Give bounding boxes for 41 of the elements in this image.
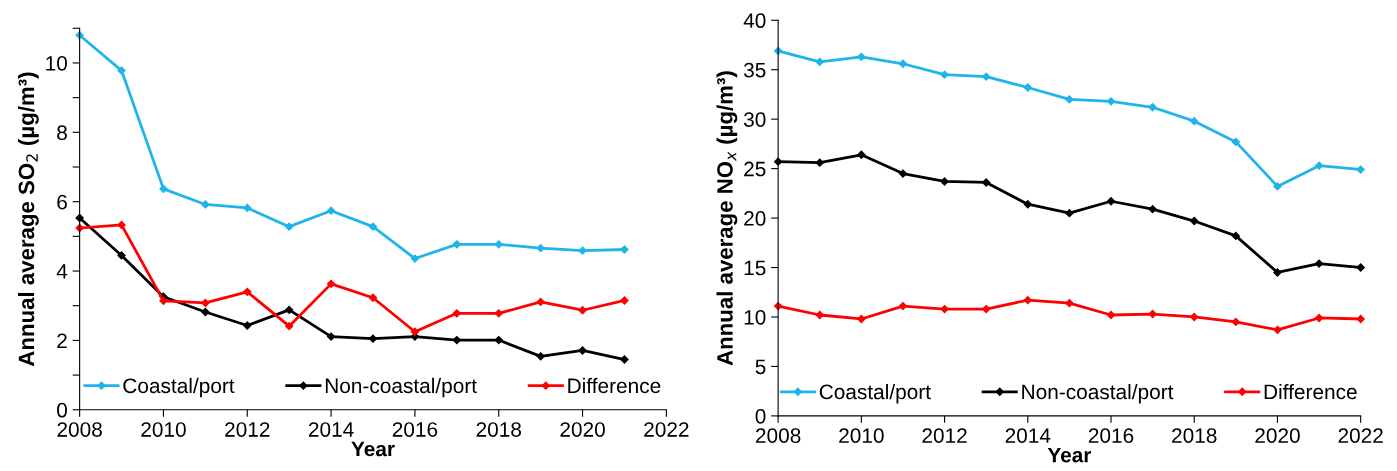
y-axis-title: Annual average SO$_{2}$ (µg/m³) xyxy=(17,72,39,367)
legend-label: Non-coastal/port xyxy=(325,377,477,398)
y-tick-label: 6 xyxy=(57,194,67,210)
x-tick-label: 2012 xyxy=(225,422,270,437)
x-tick-label: 2012 xyxy=(922,428,967,443)
x-tick-label: 2022 xyxy=(644,422,689,437)
x-axis-title: Year xyxy=(1047,447,1092,463)
y-tick-label: 0 xyxy=(57,402,68,418)
x-tick-label: 2014 xyxy=(1005,428,1051,443)
legend-label: Difference xyxy=(568,377,661,394)
x-tick-label: 2022 xyxy=(1338,428,1383,443)
legend-label: Coastal/port xyxy=(123,377,235,398)
y-tick-label: 5 xyxy=(755,359,766,375)
x-tick-label: 2020 xyxy=(560,422,605,437)
legend-label: Difference xyxy=(1264,383,1357,400)
x-tick-label: 2008 xyxy=(756,428,801,443)
y-tick-label: 10 xyxy=(744,309,766,325)
x-tick-label: 2018 xyxy=(476,422,521,437)
x-axis-title: Year xyxy=(351,441,395,457)
y-tick-label: 0 xyxy=(755,408,766,424)
y-tick-label: 40 xyxy=(743,13,766,29)
x-tick-label: 2020 xyxy=(1255,428,1300,443)
x-tick-label: 2018 xyxy=(1172,428,1217,443)
y-tick-label: 8 xyxy=(57,125,67,141)
y-tick-label: 2 xyxy=(57,333,67,348)
y-tick-label: 15 xyxy=(744,260,766,276)
y-axis-title: Annual average NO$_{x}$ (µg/m³) xyxy=(716,71,738,366)
x-tick-label: 2016 xyxy=(1088,428,1134,443)
y-tick-label: 20 xyxy=(744,211,766,226)
y-tick-label: 4 xyxy=(56,264,68,279)
y-tick-label: 30 xyxy=(743,112,766,127)
y-tick-label: 10 xyxy=(46,55,68,71)
x-tick-label: 2016 xyxy=(392,422,438,437)
x-tick-label: 2010 xyxy=(839,428,884,443)
y-tick-label: 25 xyxy=(744,161,766,177)
x-tick-label: 2008 xyxy=(57,422,102,437)
x-tick-label: 2014 xyxy=(308,422,354,437)
x-tick-label: 2010 xyxy=(141,422,186,437)
legend-label: Non-coastal/port xyxy=(1022,383,1174,404)
legend-label: Coastal/port xyxy=(819,383,931,404)
y-tick-label: 35 xyxy=(743,62,766,78)
